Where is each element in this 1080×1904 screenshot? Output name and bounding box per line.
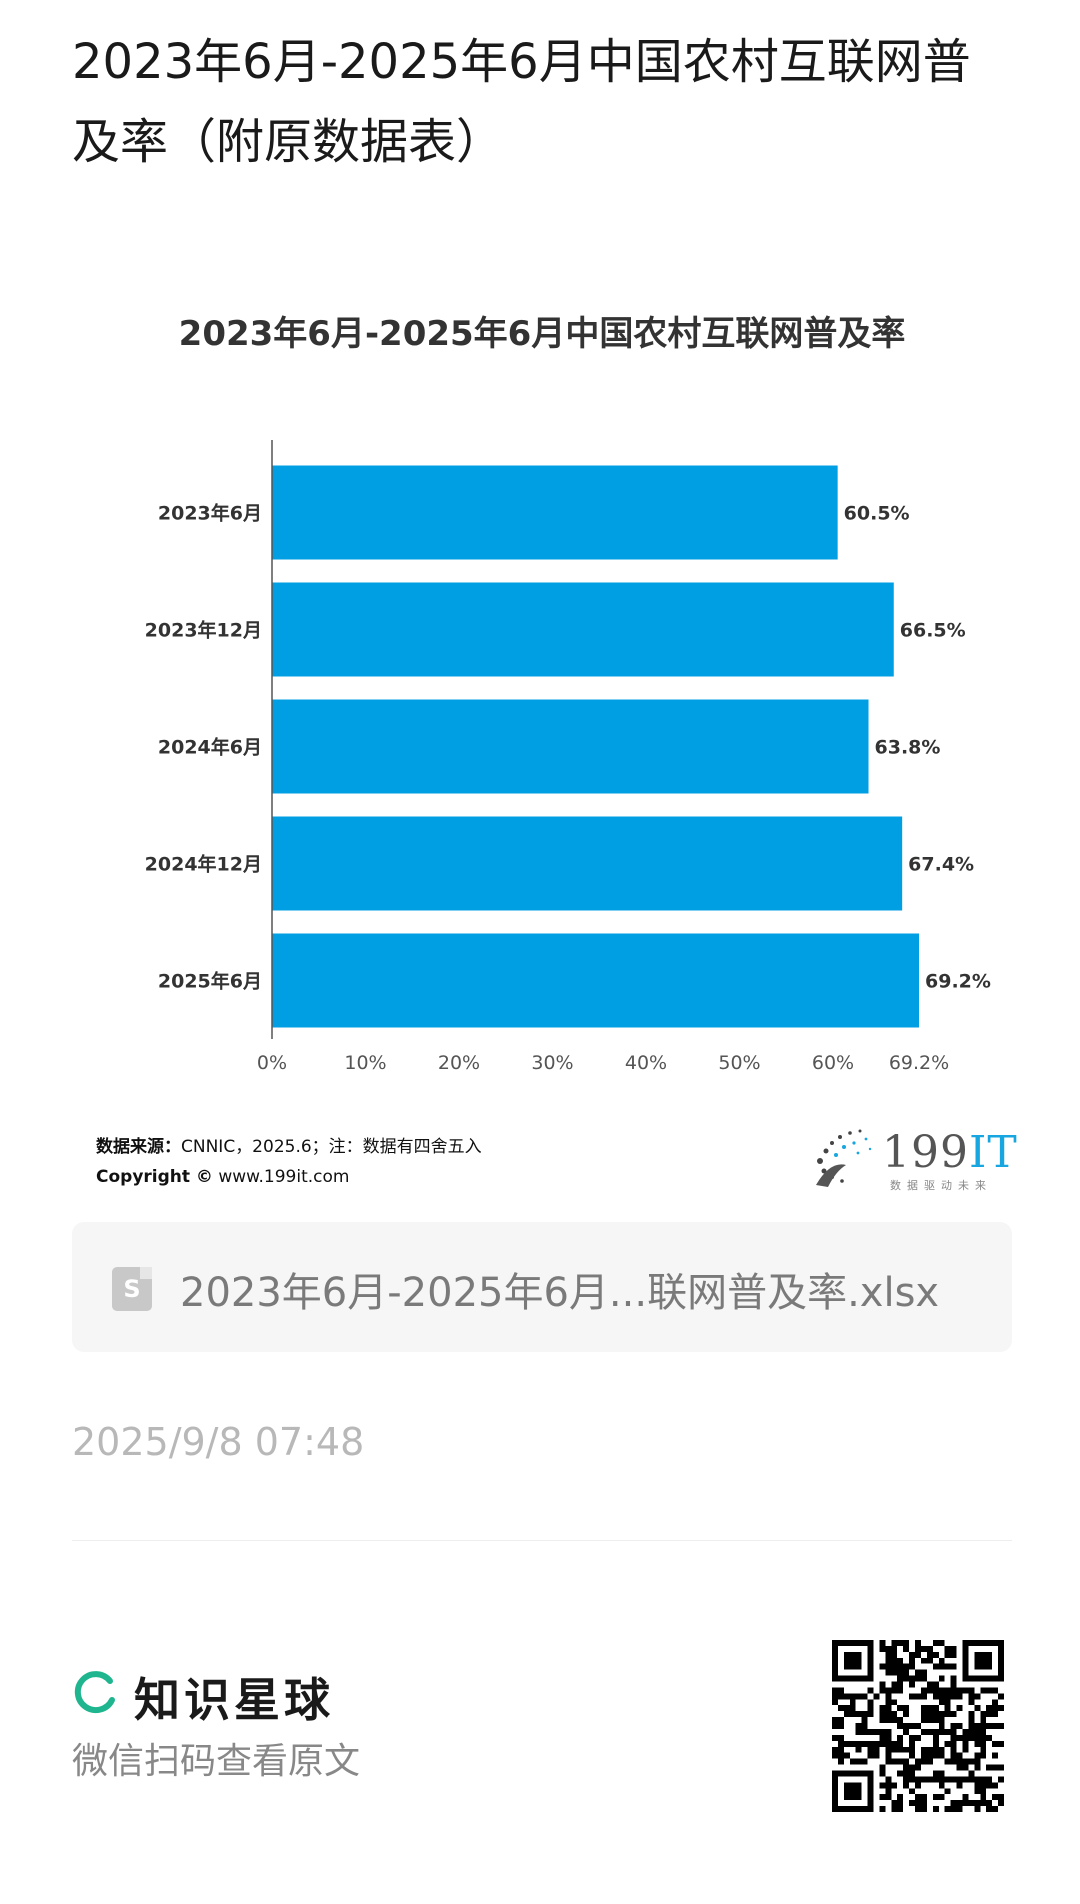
x-tick-label: 30% xyxy=(531,1052,573,1074)
qr-code[interactable] xyxy=(832,1640,1004,1812)
category-label: 2025年6月 xyxy=(158,970,262,993)
data-label: 69.2% xyxy=(925,971,991,993)
spreadsheet-file-icon: S xyxy=(112,1267,152,1311)
chart-title: 2023年6月-2025年6月中国农村互联网普及率 xyxy=(178,314,906,354)
x-tick-label: 40% xyxy=(625,1052,667,1074)
x-tick-label: 50% xyxy=(718,1052,760,1074)
bar xyxy=(272,816,903,911)
dandelion-icon xyxy=(816,1129,872,1187)
category-label: 2024年12月 xyxy=(145,853,262,876)
data-label: 60.5% xyxy=(844,503,910,525)
page-title: 2023年6月-2025年6月中国农村互联网普及率（附原数据表） xyxy=(72,34,971,170)
bar-chart: 2023年6月 60.5% 2023年12月 66.5% 2024年6月 63.8% 202… xyxy=(145,440,991,1074)
x-tick-label: 60% xyxy=(812,1052,854,1074)
attachment-file-card[interactable]: S 2023年6月-2025年6月...联网普及率.xlsx xyxy=(72,1222,1012,1352)
brand-slogan: 数据驱动未来 xyxy=(890,1179,992,1192)
attachment-file-name[interactable]: 2023年6月-2025年6月...联网普及率.xlsx xyxy=(180,1270,940,1316)
x-tick-label: 10% xyxy=(344,1052,386,1074)
data-label: 66.5% xyxy=(900,620,966,642)
source-text: CNNIC，2025.6；注：数据有四舍五入 xyxy=(181,1137,482,1157)
category-label: 2023年12月 xyxy=(145,619,262,642)
copyright-url: www.199it.com xyxy=(212,1167,350,1187)
chart-image: 2023年6月 60.5% 2023年12月 66.5% 2024年6月 63.8% 202… xyxy=(72,270,1017,1210)
divider xyxy=(72,1540,1012,1541)
source-label: 数据来源： xyxy=(96,1137,181,1157)
bar xyxy=(272,582,894,677)
x-tick-label: 69.2% xyxy=(889,1052,949,1074)
chart-footnote: 数据来源：CNNIC，2025.6；注：数据有四舍五入 Copyright © … xyxy=(96,1132,482,1192)
bar xyxy=(272,699,869,794)
scan-hint: 微信扫码查看原文 xyxy=(72,1741,361,1782)
data-label: 63.8% xyxy=(875,737,941,759)
199it-logo: 199IT 数据驱动未来 xyxy=(810,1115,1017,1195)
bar xyxy=(272,933,919,1028)
post-timestamp: 2025/9/8 07:48 xyxy=(72,1420,365,1464)
zsxq-ring-icon xyxy=(74,1671,115,1714)
x-tick-label: 20% xyxy=(438,1052,480,1074)
category-label: 2023年6月 xyxy=(158,502,262,525)
data-label: 67.4% xyxy=(908,854,974,876)
bar xyxy=(272,465,838,560)
copyright-label: Copyright © xyxy=(96,1167,213,1187)
brand-wordmark: 199IT xyxy=(882,1127,1018,1178)
x-tick-label: 0% xyxy=(257,1052,287,1074)
app-name: 知识星球 xyxy=(134,1673,334,1727)
category-label: 2024年6月 xyxy=(158,736,262,759)
